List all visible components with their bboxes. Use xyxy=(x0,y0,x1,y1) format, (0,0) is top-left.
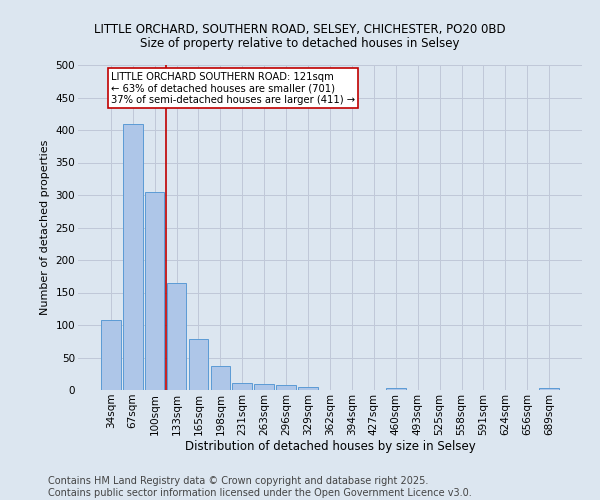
Bar xyxy=(123,124,143,390)
Bar xyxy=(101,320,121,390)
Bar xyxy=(386,388,406,390)
Text: LITTLE ORCHARD, SOUTHERN ROAD, SELSEY, CHICHESTER, PO20 0BD: LITTLE ORCHARD, SOUTHERN ROAD, SELSEY, C… xyxy=(94,22,506,36)
X-axis label: Distribution of detached houses by size in Selsey: Distribution of detached houses by size … xyxy=(185,440,475,454)
Y-axis label: Number of detached properties: Number of detached properties xyxy=(40,140,50,315)
Text: Contains HM Land Registry data © Crown copyright and database right 2025.
Contai: Contains HM Land Registry data © Crown c… xyxy=(48,476,472,498)
Bar xyxy=(298,388,318,390)
Bar xyxy=(276,386,296,390)
Bar xyxy=(211,366,230,390)
Bar xyxy=(539,388,559,390)
Bar xyxy=(188,340,208,390)
Bar xyxy=(232,383,252,390)
Bar xyxy=(145,192,164,390)
Bar xyxy=(254,384,274,390)
Text: LITTLE ORCHARD SOUTHERN ROAD: 121sqm
← 63% of detached houses are smaller (701)
: LITTLE ORCHARD SOUTHERN ROAD: 121sqm ← 6… xyxy=(111,72,355,104)
Text: Size of property relative to detached houses in Selsey: Size of property relative to detached ho… xyxy=(140,38,460,51)
Bar xyxy=(167,283,187,390)
